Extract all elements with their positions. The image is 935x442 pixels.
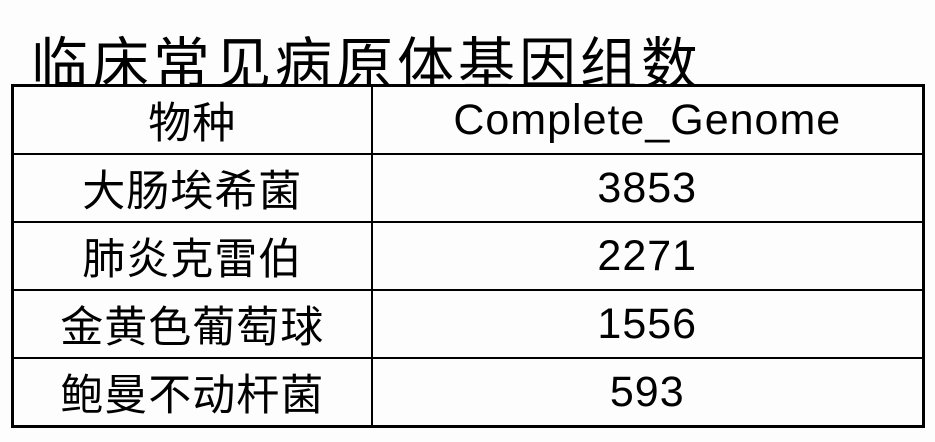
genome-count-cell: 593 [370, 357, 925, 428]
genome-count-cell: 3853 [370, 153, 925, 223]
column-header-complete-genome: Complete_Genome [370, 84, 925, 155]
table-row: 鲍曼不动杆菌 593 [11, 357, 925, 428]
species-cell: 大肠埃希菌 [11, 153, 373, 223]
table-row: 肺炎克雷伯 2271 [11, 221, 925, 291]
column-header-species: 物种 [11, 84, 373, 155]
genome-count-cell: 1556 [370, 289, 925, 359]
species-cell: 金黄色葡萄球 [11, 289, 373, 359]
species-cell: 鲍曼不动杆菌 [11, 357, 373, 428]
genome-count-cell: 2271 [370, 221, 925, 291]
table-row: 金黄色葡萄球 1556 [11, 289, 925, 359]
species-cell: 肺炎克雷伯 [11, 221, 373, 291]
genome-count-table: 物种 Complete_Genome 大肠埃希菌 3853 肺炎克雷伯 2271… [11, 84, 925, 428]
table-header-row: 物种 Complete_Genome [11, 84, 925, 155]
table-row: 大肠埃希菌 3853 [11, 153, 925, 223]
